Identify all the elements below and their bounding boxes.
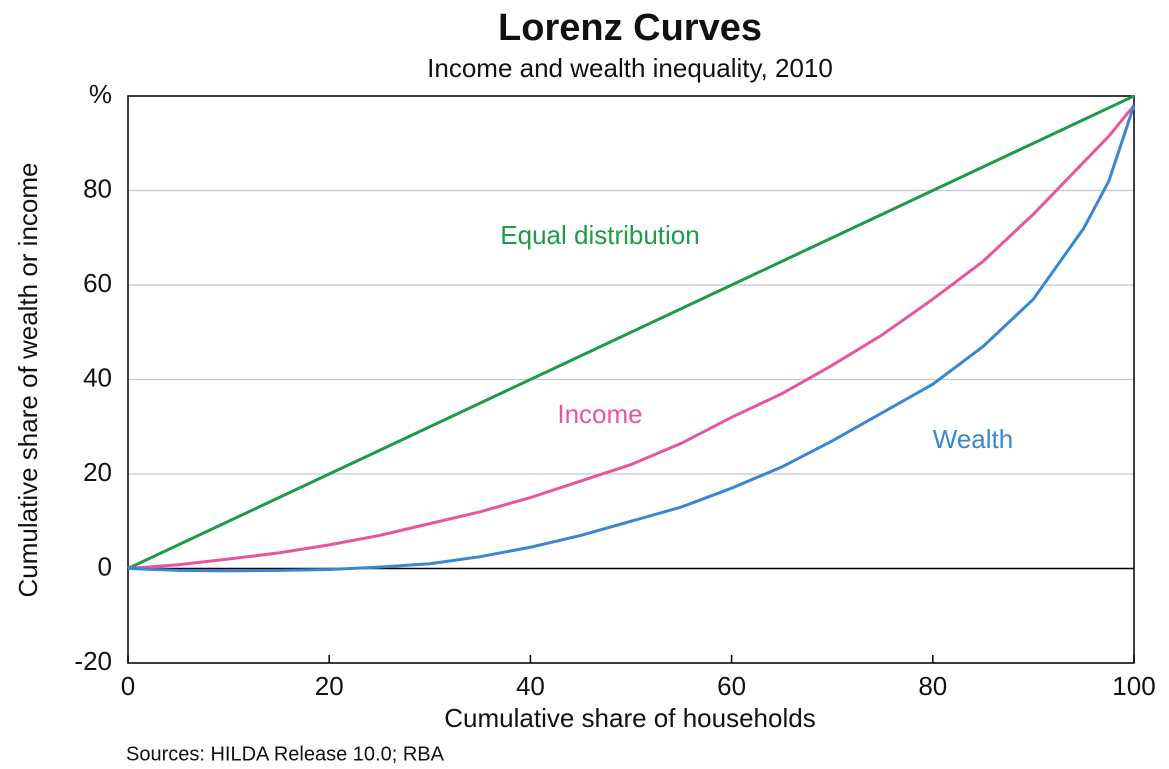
series-line bbox=[127, 104, 1136, 573]
y-tick-label: 60 bbox=[83, 268, 112, 298]
series-label: Income bbox=[557, 399, 642, 429]
y-tick-label: 80 bbox=[83, 173, 112, 203]
y-tick-label: 0 bbox=[98, 551, 112, 581]
y-axis-label: Cumulative share of wealth or income bbox=[13, 163, 43, 598]
source-note: Sources: HILDA Release 10.0; RBA bbox=[126, 743, 445, 765]
x-tick-label: 60 bbox=[717, 671, 746, 701]
y-tick-label: 20 bbox=[83, 457, 112, 487]
chart-subtitle: Income and wealth inequality, 2010 bbox=[427, 53, 833, 83]
series-line bbox=[127, 104, 1136, 570]
y-tick-label: 40 bbox=[83, 362, 112, 392]
series-label: Equal distribution bbox=[500, 220, 699, 250]
x-tick-label: 0 bbox=[121, 671, 135, 701]
x-tick-label: 40 bbox=[516, 671, 545, 701]
x-tick-label: 100 bbox=[1112, 671, 1155, 701]
x-tick-label: 20 bbox=[315, 671, 344, 701]
series-label: Wealth bbox=[933, 424, 1013, 454]
x-tick-label: 80 bbox=[918, 671, 947, 701]
plot-frame bbox=[127, 95, 1135, 664]
chart-title: Lorenz Curves bbox=[498, 7, 762, 49]
x-axis-label: Cumulative share of households bbox=[444, 703, 815, 733]
series-line bbox=[127, 94, 1135, 570]
y-tick-label: % bbox=[89, 79, 112, 109]
y-tick-label: -20 bbox=[74, 646, 112, 676]
